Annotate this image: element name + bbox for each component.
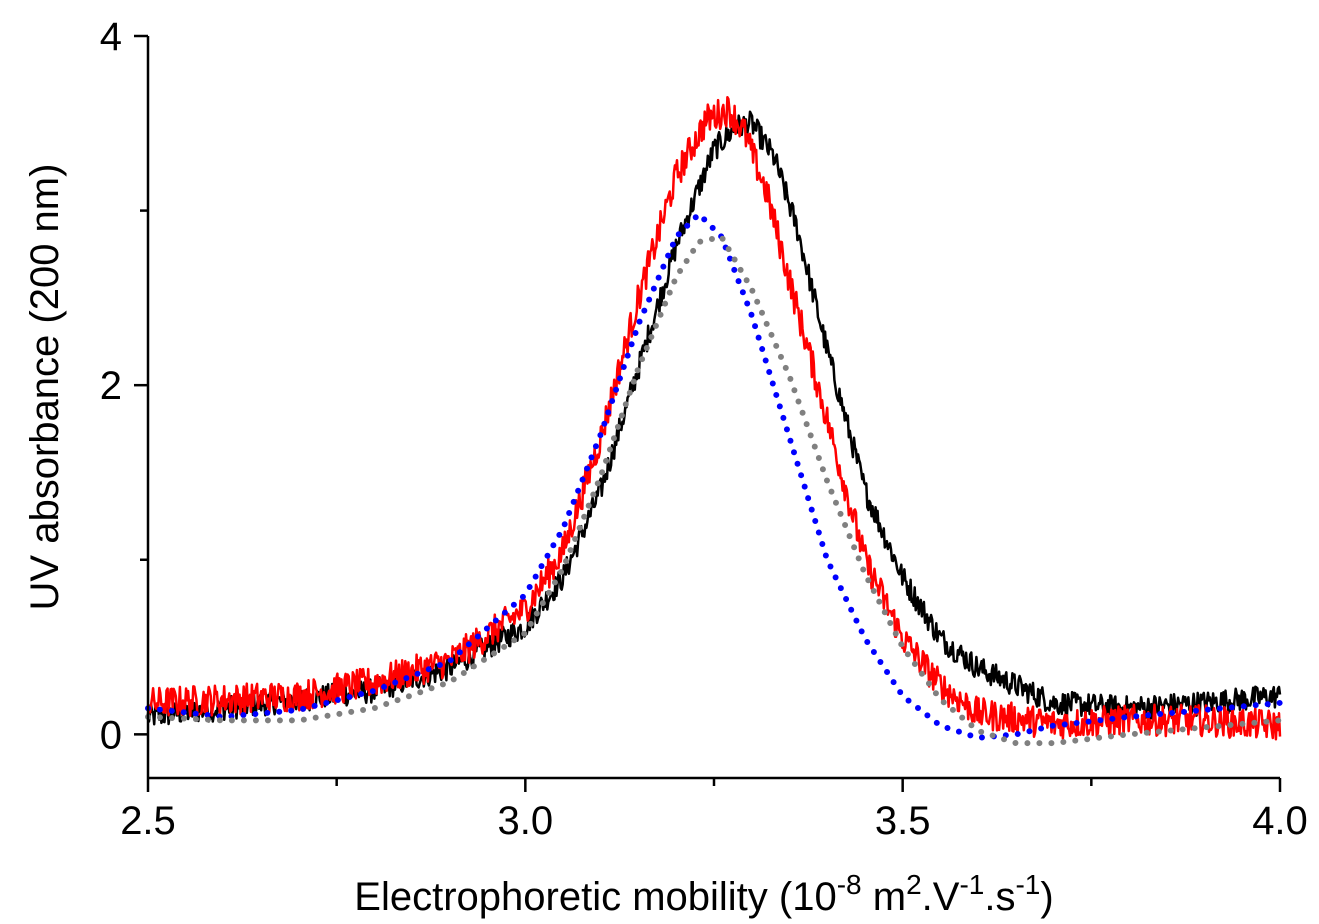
x-axis-title-mid3: .s	[984, 875, 1015, 919]
x-axis-title: Electrophoretic mobility (10-8 m2.V-1.s-…	[354, 869, 1053, 919]
series-2-line	[146, 95, 1282, 741]
y-tick-label: 0	[100, 713, 122, 757]
x-axis-title-mid1: m	[862, 875, 906, 919]
series-3	[145, 209, 1283, 741]
series-3-line	[145, 209, 1283, 741]
series-4	[145, 233, 1283, 747]
x-axis-title-exp2: 2	[906, 869, 922, 900]
series-2	[146, 95, 1282, 741]
x-axis-title-mid2: .V	[922, 875, 960, 919]
x-axis-title-exp3: -1	[959, 869, 984, 900]
x-axis-title-suffix: )	[1040, 875, 1053, 919]
series-1	[146, 110, 1282, 726]
x-tick-label: 2.5	[120, 799, 176, 843]
axis-layer: 2.5 3.0 3.5 4.0 0 2 4	[100, 15, 1308, 843]
y-axis-title: UV absorbance (200 nm)	[23, 164, 67, 611]
x-tick-label: 3.5	[875, 799, 931, 843]
x-axis-title-prefix: Electrophoretic mobility (10	[354, 875, 836, 919]
x-tick-label: 4.0	[1252, 799, 1308, 843]
series-4-line	[145, 233, 1283, 747]
series-layer	[145, 95, 1283, 747]
series-1-line	[146, 110, 1282, 726]
x-axis-title-exp4: -1	[1015, 869, 1040, 900]
x-axis-title-exp1: -8	[837, 869, 862, 900]
y-tick-label: 4	[100, 15, 122, 59]
x-tick-label: 3.0	[498, 799, 554, 843]
y-tick-label: 2	[100, 364, 122, 408]
